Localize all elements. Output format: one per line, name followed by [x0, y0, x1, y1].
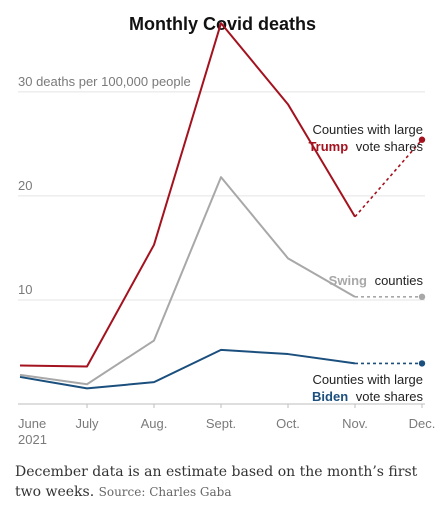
swing-estimate-point: [418, 293, 426, 301]
biden-annotation-line2: Biden vote shares: [312, 389, 423, 404]
footnote-text: December data is an estimate based on th…: [15, 464, 418, 500]
trump-annotation-line2: Trump vote shares: [308, 139, 423, 154]
x-tick-label: Oct.: [276, 416, 300, 431]
line-chart: 10 20 30 deaths per 100,000 people June20…: [18, 22, 435, 447]
x-tick-label: Aug.: [141, 416, 168, 431]
x-tick-label: July: [75, 416, 99, 431]
x-tick-label: Dec.: [409, 416, 436, 431]
biden-annotation-suffix: vote shares: [356, 389, 424, 404]
swing-annotation: Swing counties: [329, 273, 424, 288]
trump-annotation-suffix: vote shares: [356, 139, 424, 154]
trump-series-name: Trump: [308, 139, 348, 154]
biden-annotation: Counties with large Biden vote shares: [312, 372, 423, 404]
y-tick-label-10: 10: [18, 282, 32, 297]
swing-series-name: Swing: [329, 273, 367, 288]
footnote: December data is an estimate based on th…: [15, 462, 435, 502]
trump-series-line: [19, 22, 356, 368]
source-credit: Source: Charles Gaba: [98, 485, 232, 499]
trump-estimate-point: [418, 136, 426, 143]
trump-annotation: Counties with large Trump vote shares: [308, 122, 423, 154]
x-tick-label: 2021: [18, 432, 47, 447]
biden-estimate-point: [418, 360, 426, 367]
y-tick-labels: 10 20: [18, 178, 32, 297]
trump-estimate-line: [354, 139, 423, 218]
swing-series-line: [19, 176, 356, 386]
biden-series-line: [19, 348, 356, 390]
trump-annotation-line1: Counties with large: [312, 122, 423, 137]
biden-series-name: Biden: [312, 389, 348, 404]
x-tick-label: Sept.: [206, 416, 236, 431]
biden-annotation-line1: Counties with large: [312, 372, 423, 387]
swing-annotation-suffix: counties: [375, 273, 424, 288]
y-tick-label-20: 20: [18, 178, 32, 193]
x-tick-label: Nov.: [342, 416, 368, 431]
y-axis-label: 30 deaths per 100,000 people: [18, 74, 191, 89]
x-tick-label: June: [18, 416, 46, 431]
swing-annotation-line: Swing counties: [329, 273, 424, 288]
series-lines: [19, 22, 426, 390]
